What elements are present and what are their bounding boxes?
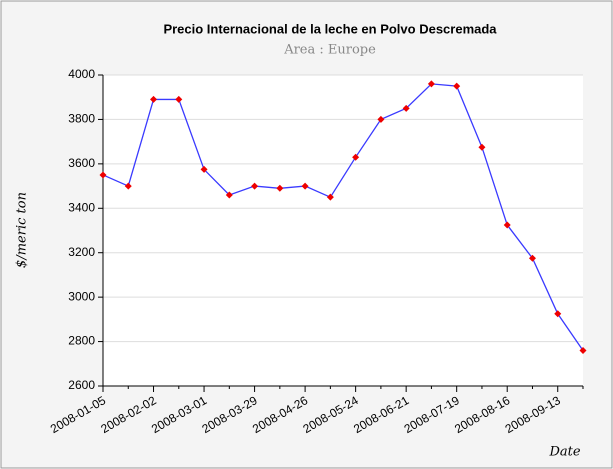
y-tick-label: 4000: [68, 67, 95, 81]
y-tick-label: 3200: [68, 245, 95, 259]
y-tick-label: 2600: [68, 378, 95, 392]
y-tick-label: 3400: [68, 200, 95, 214]
marker: [478, 143, 486, 151]
marker: [326, 193, 334, 201]
chart-title: Precio Internacional de la leche en Polv…: [163, 21, 497, 36]
marker: [251, 182, 259, 190]
marker: [453, 82, 461, 90]
y-tick-label: 3800: [68, 112, 95, 126]
marker: [99, 171, 107, 179]
marker: [528, 254, 536, 262]
marker: [301, 182, 309, 190]
y-tick-label: 3600: [68, 156, 95, 170]
marker: [427, 80, 435, 88]
marker: [175, 95, 183, 103]
plot-area: [103, 75, 583, 386]
y-axis-label: $/meric ton: [15, 192, 30, 268]
marker: [225, 191, 233, 199]
marker: [276, 184, 284, 192]
marker: [579, 346, 587, 354]
marker: [377, 115, 385, 123]
marker: [124, 182, 132, 190]
marker: [402, 104, 410, 112]
marker: [503, 221, 511, 229]
x-axis-label: Date: [548, 445, 580, 460]
marker: [150, 95, 158, 103]
line: [102, 83, 584, 351]
marker: [200, 165, 208, 173]
marker: [554, 310, 562, 318]
chart-subtitle: Area : Europe: [283, 43, 376, 58]
y-tick-label: 3000: [68, 289, 95, 303]
y-tick-label: 2800: [68, 334, 95, 348]
marker: [352, 153, 360, 161]
